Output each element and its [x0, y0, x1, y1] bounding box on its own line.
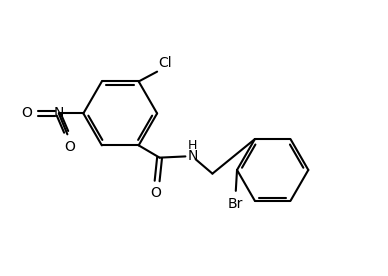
Text: Cl: Cl [158, 56, 172, 70]
Text: O: O [151, 186, 161, 200]
Text: N: N [54, 107, 64, 120]
Text: N: N [187, 149, 198, 163]
Text: H: H [187, 139, 197, 152]
Text: O: O [22, 107, 33, 120]
Text: Br: Br [228, 197, 244, 211]
Text: O: O [64, 140, 75, 154]
